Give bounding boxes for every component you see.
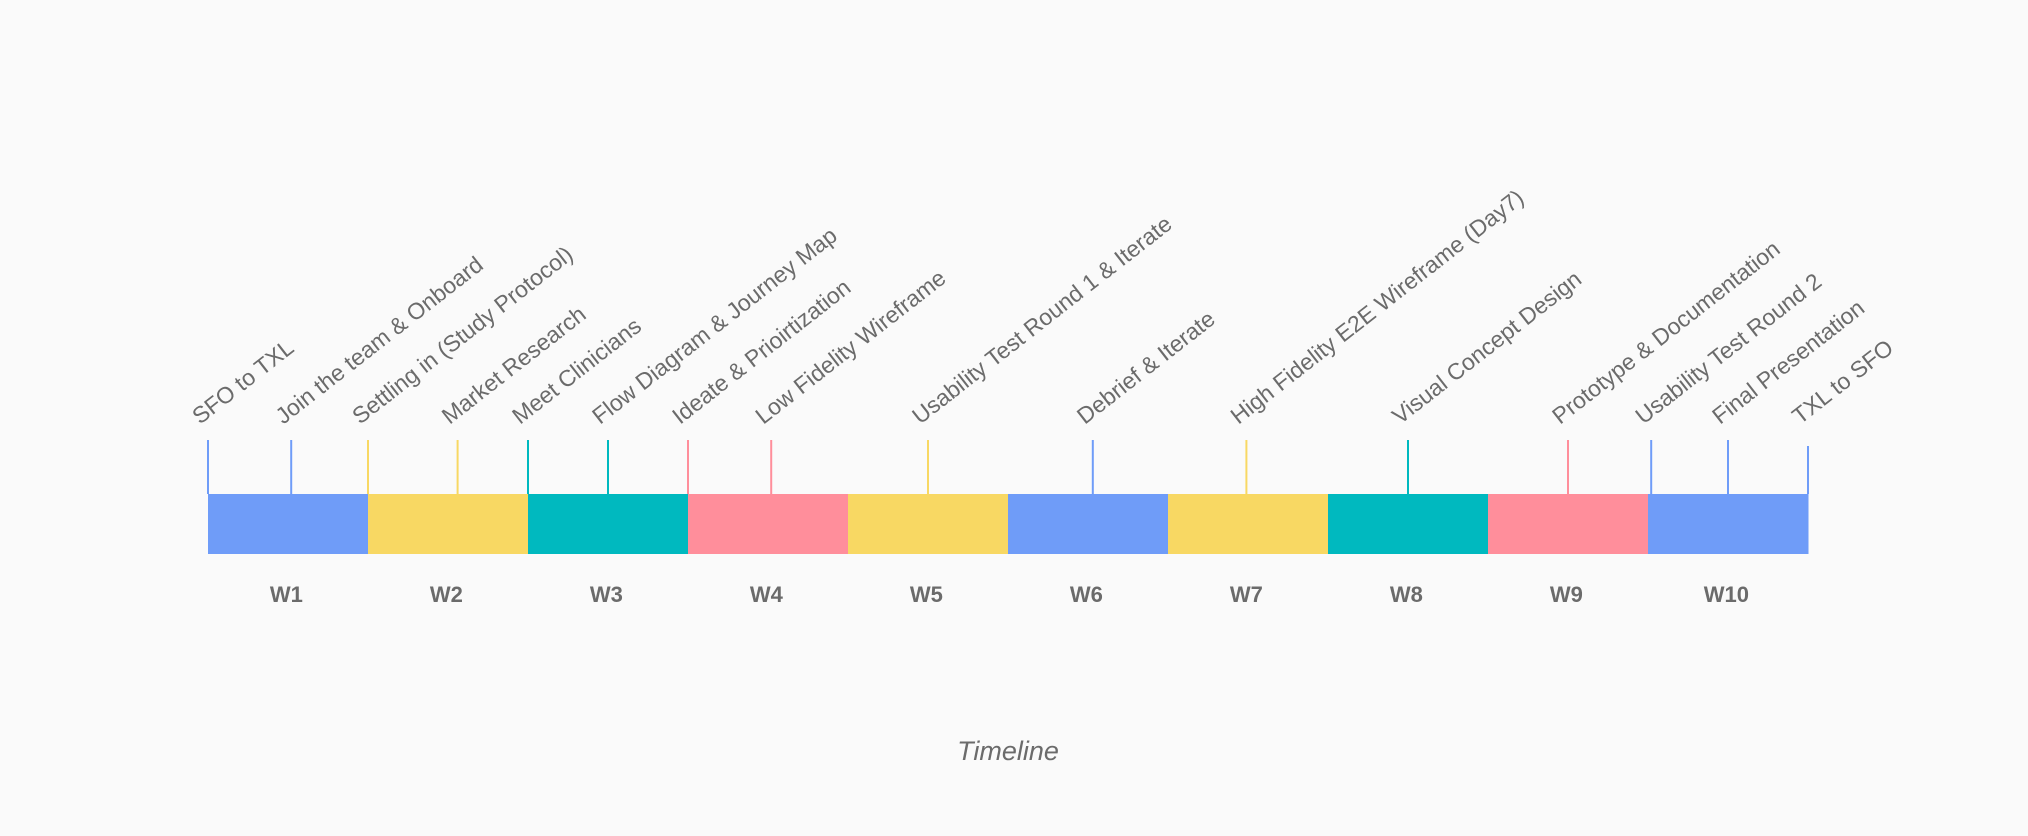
week-bar-7	[1168, 494, 1329, 554]
week-label-9: W9	[1550, 582, 1583, 607]
week-bar-8	[1328, 494, 1489, 554]
milestone-ticks	[207, 440, 1809, 494]
week-bar-2	[368, 494, 529, 554]
week-bar-9	[1488, 494, 1649, 554]
week-label-3: W3	[590, 582, 623, 607]
week-label-10: W10	[1704, 582, 1749, 607]
week-label-5: W5	[910, 582, 943, 607]
week-label-1: W1	[270, 582, 303, 607]
week-label-8: W8	[1390, 582, 1423, 607]
milestone-label-11: High Fidelity E2E Wireframe (Day7)	[1225, 184, 1528, 429]
timeline-caption: Timeline	[957, 736, 1059, 766]
milestone-label-10: Debrief & Iterate	[1072, 305, 1220, 429]
week-label-7: W7	[1230, 582, 1263, 607]
week-labels: W1 W2 W3 W4 W5 W6 W7 W8 W9 W10	[270, 582, 1749, 607]
week-bar-5	[848, 494, 1009, 554]
week-label-2: W2	[430, 582, 463, 607]
week-bar-1	[208, 494, 369, 554]
week-bar-6	[1008, 494, 1169, 554]
week-bar-3	[528, 494, 689, 554]
week-bar-4	[688, 494, 849, 554]
week-label-4: W4	[750, 582, 784, 607]
week-bar-10	[1648, 494, 1809, 554]
week-label-6: W6	[1070, 582, 1103, 607]
week-bars	[208, 494, 1809, 554]
milestone-label-9: Usability Test Round 1 & Iterate	[907, 210, 1177, 429]
